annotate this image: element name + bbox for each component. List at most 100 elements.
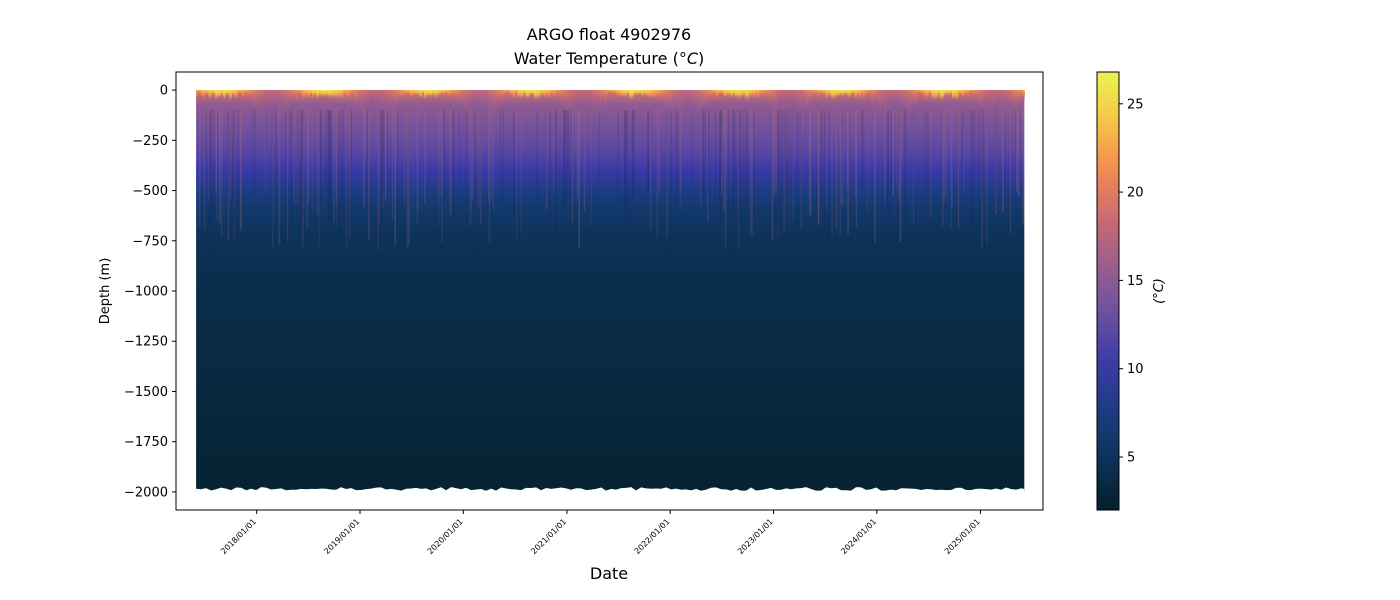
heatmap-layer [196, 90, 1025, 498]
profile-streak [785, 110, 786, 195]
profile-streak [702, 110, 703, 199]
profile-streak [490, 110, 491, 202]
profile-streak [1017, 110, 1018, 193]
profile-streak [627, 110, 628, 247]
profile-streak [300, 110, 302, 225]
colorbar [1097, 72, 1119, 510]
profile-streak [863, 110, 864, 192]
profile-streak [809, 110, 811, 215]
profile-streak [986, 110, 987, 244]
profile-streak [230, 110, 231, 197]
profile-streak [450, 110, 452, 215]
profile-streak [658, 110, 660, 193]
profile-streak [725, 110, 727, 249]
profile-streak [395, 110, 396, 243]
profile-streak [285, 110, 287, 243]
profile-streak [962, 110, 963, 246]
profile-streak [945, 110, 946, 197]
profile-streak [349, 110, 350, 238]
profile-streak [781, 110, 782, 200]
profile-streak [408, 110, 409, 201]
profile-streak [333, 110, 334, 222]
profile-streak [963, 110, 965, 193]
profile-streak [746, 110, 747, 206]
x-tick-label: 2025/01/01 [943, 517, 982, 556]
profile-streak [385, 110, 386, 201]
profile-streak [942, 110, 943, 226]
surface-column [1022, 90, 1025, 101]
profile-streak [728, 110, 729, 214]
profile-streak [209, 110, 211, 250]
profile-streak [493, 110, 494, 210]
profile-streak [380, 110, 381, 243]
profile-streak [478, 110, 479, 208]
profile-streak [441, 110, 442, 243]
profile-streak [254, 110, 256, 198]
profile-streak [320, 110, 321, 204]
profile-streak [927, 110, 929, 191]
profile-streak [897, 110, 898, 197]
profile-streak [381, 110, 382, 211]
profile-streak [1002, 110, 1004, 213]
profile-streak [1020, 110, 1021, 191]
x-tick-label: 2024/01/01 [839, 517, 878, 556]
profile-streak [474, 110, 475, 250]
x-tick-label: 2020/01/01 [426, 517, 465, 556]
profile-streak [564, 110, 565, 203]
profile-streak [570, 110, 572, 237]
profile-streak [1018, 110, 1020, 196]
colorbar-tick-label: 20 [1127, 186, 1144, 201]
profile-streak [973, 110, 974, 229]
y-tick-label: −1000 [124, 285, 168, 300]
y-tick-label: −1750 [124, 435, 168, 450]
profile-streak [719, 110, 721, 217]
y-tick-label: −1250 [124, 335, 168, 350]
y-tick-label: −1500 [124, 385, 168, 400]
profile-streak [329, 110, 331, 221]
x-tick-label: 2023/01/01 [736, 517, 775, 556]
profile-streak [572, 110, 573, 223]
colorbar-tick-label: 5 [1127, 451, 1135, 466]
profile-streak [555, 110, 557, 236]
profile-streak [232, 110, 233, 198]
profile-streak [439, 110, 440, 227]
profile-streak [291, 110, 293, 223]
profile-streak [545, 110, 546, 196]
profile-streak [705, 110, 706, 192]
profile-streak [317, 110, 319, 216]
profile-streak [820, 110, 822, 203]
profile-streak [336, 110, 337, 204]
profile-streak [675, 110, 676, 233]
profile-streak [599, 110, 601, 235]
profile-streak [1016, 110, 1017, 192]
colorbar-label: (°C) [1152, 278, 1167, 304]
profile-streak [1022, 110, 1023, 225]
profile-streak [287, 110, 288, 242]
profile-streak [904, 110, 905, 249]
profile-streak [577, 110, 579, 199]
profile-streak [797, 110, 799, 223]
profile-streak [1023, 110, 1024, 225]
profile-streak [625, 110, 626, 225]
profile-streak [670, 110, 671, 225]
profile-streak [275, 110, 276, 204]
profile-streak [303, 110, 304, 209]
profile-streak [982, 110, 984, 200]
profile-streak [215, 110, 217, 191]
profile-streak [836, 110, 837, 228]
profile-streak [648, 110, 650, 191]
profile-streak [339, 110, 340, 244]
colorbar-tick-label: 25 [1127, 97, 1144, 112]
profile-streak [818, 110, 819, 224]
profile-streak [471, 110, 472, 210]
profile-streak [743, 110, 744, 220]
profile-streak [824, 110, 825, 229]
profile-streak [546, 110, 547, 209]
profile-streak [407, 110, 408, 247]
profile-streak [489, 110, 490, 243]
profile-streak [891, 110, 892, 217]
profile-streak [887, 110, 889, 232]
profile-streak [466, 110, 467, 227]
profile-streak [213, 110, 214, 211]
